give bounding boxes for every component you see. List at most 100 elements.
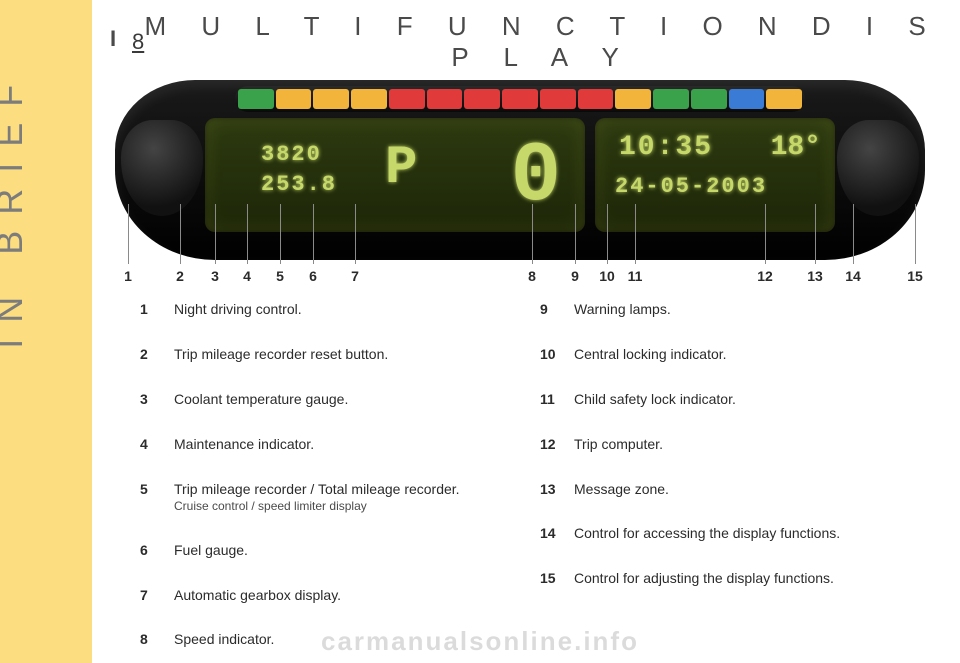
legend-number: 15 <box>540 569 574 588</box>
callout-leader <box>575 204 576 264</box>
callout-number: 9 <box>571 268 579 284</box>
legend-row: 10Central locking indicator. <box>540 345 920 364</box>
page-number: 8 <box>132 29 144 55</box>
legend-text: Night driving control. <box>174 300 302 319</box>
legend-number: 4 <box>140 435 174 454</box>
clock: 10:35 <box>619 132 713 163</box>
right-lcd-panel: 10:35 18° 24-05-2003 <box>595 118 835 232</box>
legend-number: 14 <box>540 524 574 543</box>
callout-number: 6 <box>309 268 317 284</box>
sidebar-title: IN BRIEF <box>0 68 31 348</box>
callout-number: 12 <box>757 268 773 284</box>
legend-row: 11Child safety lock indicator. <box>540 390 920 409</box>
legend-text: Coolant temperature gauge. <box>174 390 348 409</box>
legend-row: 8Speed indicator. <box>140 630 500 649</box>
gear-indicator: P <box>385 138 417 199</box>
legend-text: Control for accessing the display functi… <box>574 524 840 543</box>
warning-lamp <box>729 89 765 109</box>
warning-lamp <box>766 89 802 109</box>
date: 24-05-2003 <box>615 174 767 199</box>
legend-text: Central locking indicator. <box>574 345 727 364</box>
callout-leader <box>355 204 356 264</box>
warning-lamp <box>578 89 614 109</box>
callout-number: 11 <box>628 268 643 284</box>
legend-number: 9 <box>540 300 574 319</box>
legend-text: Automatic gearbox display. <box>174 586 341 605</box>
legend-text: Trip mileage recorder / Total mileage re… <box>174 480 460 515</box>
legend-text: Fuel gauge. <box>174 541 248 560</box>
callout-leader <box>247 204 248 264</box>
legend-row: 3Coolant temperature gauge. <box>140 390 500 409</box>
legend-number: 1 <box>140 300 174 319</box>
left-lcd-panel: 3820 253.8 P 0 <box>205 118 585 232</box>
right-control-pod <box>837 120 919 216</box>
warning-lamp <box>238 89 274 109</box>
callout-number: 13 <box>807 268 823 284</box>
legend-row: 15Control for adjusting the display func… <box>540 569 920 588</box>
legend-text: Message zone. <box>574 480 669 499</box>
warning-lamp <box>464 89 500 109</box>
trip-bottom: 253.8 <box>261 172 337 197</box>
callout-leader <box>815 204 816 264</box>
callout-leader <box>180 204 181 264</box>
warning-lamp <box>691 89 727 109</box>
warning-lamp <box>653 89 689 109</box>
legend-text: Maintenance indicator. <box>174 435 314 454</box>
callout-leader <box>313 204 314 264</box>
legend-number: 3 <box>140 390 174 409</box>
legend-row: 6Fuel gauge. <box>140 541 500 560</box>
callout-leader <box>915 204 916 264</box>
warning-lamp <box>313 89 349 109</box>
speed-indicator: 0 <box>511 130 565 225</box>
header: 8 M U L T I F U N C T I O N D I S P L A … <box>92 20 940 64</box>
warning-lamp <box>427 89 463 109</box>
callout-number: 7 <box>351 268 359 284</box>
callout-number: 4 <box>243 268 251 284</box>
legend-number: 10 <box>540 345 574 364</box>
legend-row: 2Trip mileage recorder reset button. <box>140 345 500 364</box>
callout-number: 2 <box>176 268 184 284</box>
callout-leader <box>635 204 636 264</box>
legend-number: 7 <box>140 586 174 605</box>
legend-row: 9Warning lamps. <box>540 300 920 319</box>
legend-number: 6 <box>140 541 174 560</box>
warning-lamp <box>276 89 312 109</box>
warning-lamp <box>540 89 576 109</box>
callout-row: 123456789101112131415 <box>115 262 925 284</box>
trip-top: 3820 <box>261 142 322 167</box>
callout-leader <box>280 204 281 264</box>
legend-number: 13 <box>540 480 574 499</box>
callout-number: 14 <box>845 268 861 284</box>
callout-leader <box>215 204 216 264</box>
outside-temp: 18° <box>771 132 821 163</box>
legend-text: Trip computer. <box>574 435 663 454</box>
callout-number: 8 <box>528 268 536 284</box>
warning-lamp-strip <box>235 86 805 112</box>
legend-left: 1Night driving control.2Trip mileage rec… <box>140 300 500 663</box>
callout-leader <box>532 204 533 264</box>
legend-right: 9Warning lamps. 10Central locking indicat… <box>540 300 920 614</box>
legend-row: 5Trip mileage recorder / Total mileage r… <box>140 480 500 515</box>
page-title: M U L T I F U N C T I O N D I S P L A Y <box>144 11 940 73</box>
callout-leader <box>128 204 129 264</box>
legend-number: 12 <box>540 435 574 454</box>
callout-number: 5 <box>276 268 284 284</box>
legend-subtext: Cruise control / speed limiter display <box>174 498 460 514</box>
page: IN BRIEF I 8 M U L T I F U N C T I O N D… <box>0 0 960 663</box>
legend-number: 2 <box>140 345 174 364</box>
legend-text: Speed indicator. <box>174 630 274 649</box>
cluster-illustration: 3820 253.8 P 0 10:35 18° 24-05-2003 <box>115 80 925 260</box>
legend-number: 8 <box>140 630 174 649</box>
callout-leader <box>853 204 854 264</box>
warning-lamp <box>502 89 538 109</box>
callout-number: 15 <box>907 268 923 284</box>
callout-number: 3 <box>211 268 219 284</box>
warning-lamp <box>389 89 425 109</box>
callout-leader <box>607 204 608 264</box>
legend-text: Child safety lock indicator. <box>574 390 736 409</box>
warning-lamp <box>351 89 387 109</box>
legend-number: 11 <box>540 390 574 409</box>
warning-lamp <box>615 89 651 109</box>
callout-leader <box>765 204 766 264</box>
legend-row: 12Trip computer. <box>540 435 920 454</box>
